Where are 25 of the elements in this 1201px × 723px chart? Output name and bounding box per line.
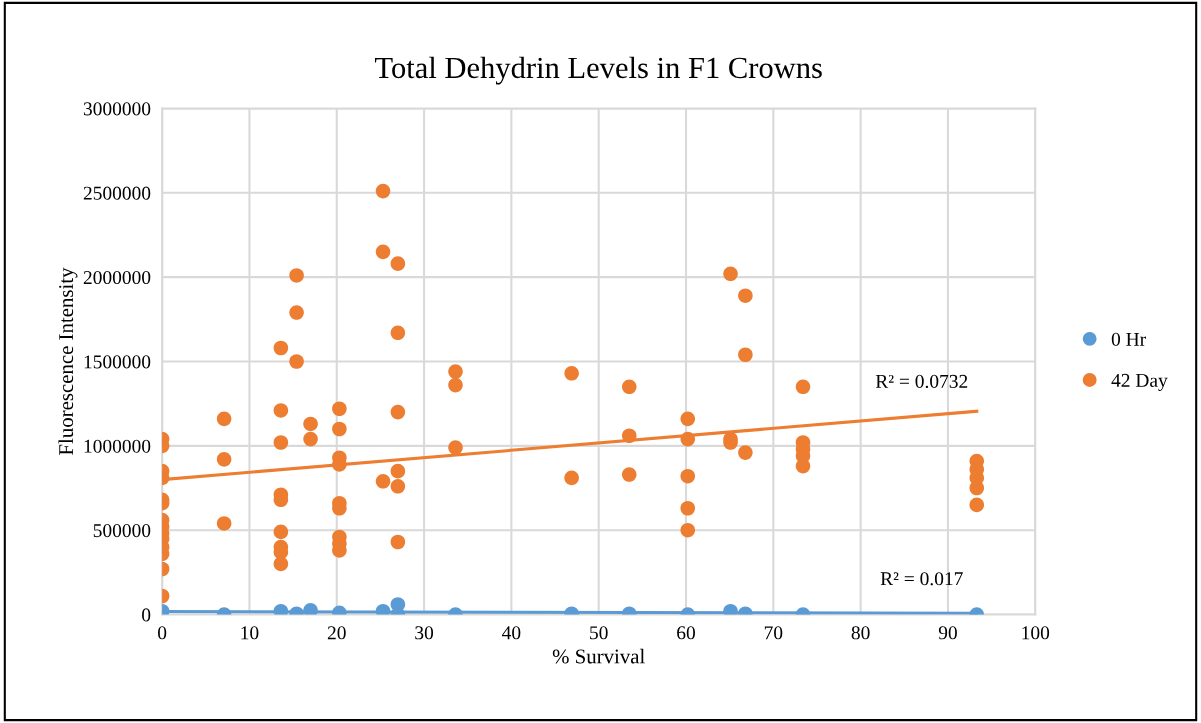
x-tick-label: 50 (590, 626, 608, 640)
legend-label: 0 Hr (1111, 332, 1146, 346)
chart-title: Total Dehydrin Levels in F1 Crowns (375, 56, 822, 85)
x-tick-label: 10 (241, 626, 259, 640)
annotation: R² = 0.017 (880, 572, 963, 586)
x-tick-label: 70 (764, 626, 783, 640)
x-tick-label: 0 (158, 626, 167, 640)
y-tick-label: 0 (142, 608, 151, 622)
legend-label: 42 Day (1111, 373, 1168, 391)
x-tick-label: 80 (851, 626, 870, 640)
y-tick-label: 1000000 (84, 439, 151, 453)
y-tick-label: 500000 (93, 524, 151, 538)
x-axis-title: % Survival (552, 648, 645, 664)
x-tick-label: 20 (327, 626, 346, 640)
y-tick-label: 1500000 (84, 355, 151, 369)
x-tick-label: 30 (415, 626, 434, 640)
x-tick-label: 40 (502, 626, 521, 640)
y-tick-label: 3000000 (83, 102, 151, 116)
y-tick-label: 2000000 (83, 270, 151, 285)
y-tick-label: 2500000 (83, 186, 151, 200)
x-tick-label: 60 (677, 626, 695, 640)
x-tick-label: 90 (938, 626, 957, 640)
x-tick-label: 100 (1022, 626, 1050, 640)
annotation: R² = 0.0732 (875, 374, 968, 388)
y-axis-title: Fluorescence Intensity (58, 267, 78, 455)
